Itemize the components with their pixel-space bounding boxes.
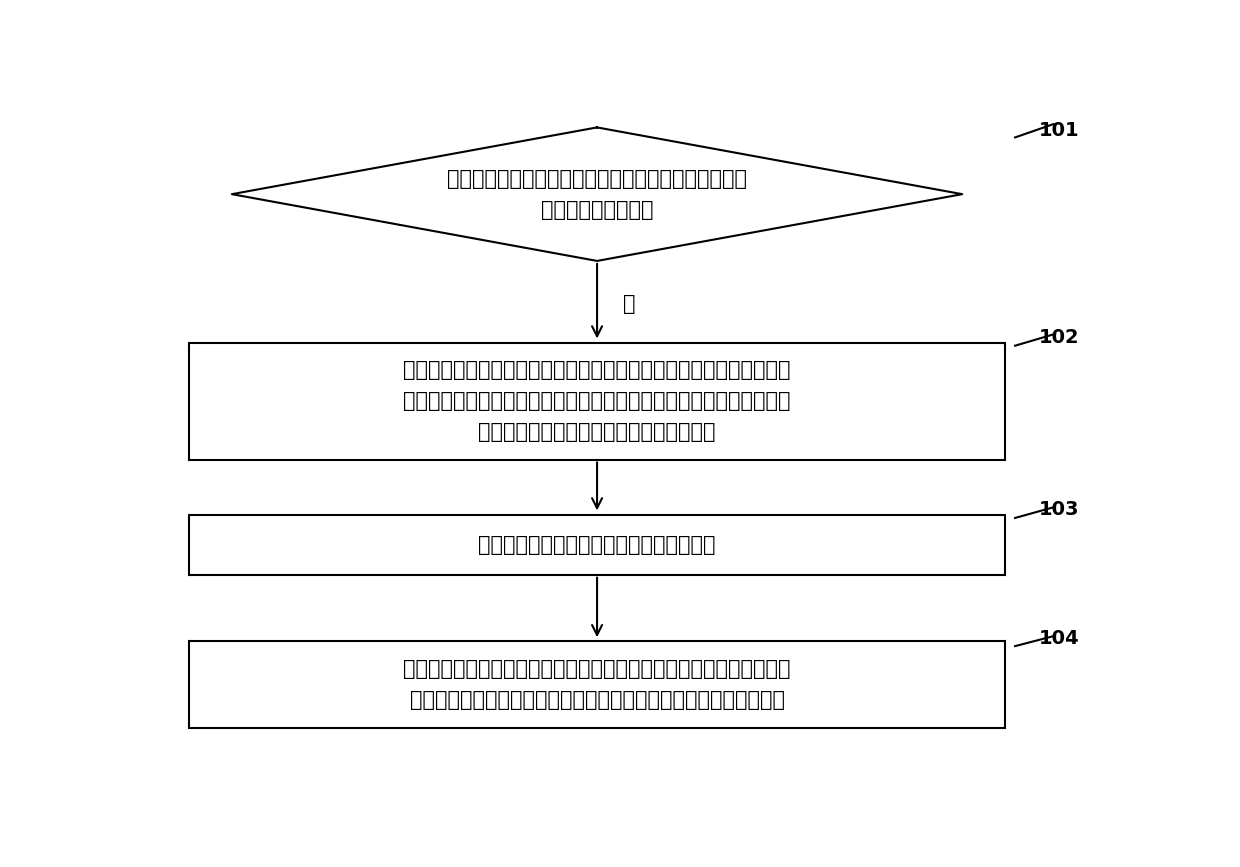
Text: 方向盘零偏标定系统将当前采样时间区间确定为当前标定时间区间，并
获取车辆处于直线行驶状态时汽车方向盘的转向角度，以作为当前标定
时间区间对应的汽车方向盘的零偏标: 方向盘零偏标定系统将当前采样时间区间确定为当前标定时间区间，并 获取车辆处于直线…	[403, 360, 791, 442]
Text: 104: 104	[1039, 629, 1080, 648]
Text: 方向盘零偏标定系统判断车辆在当前采样时间区间内是
否处于直线行驶状态: 方向盘零偏标定系统判断车辆在当前采样时间区间内是 否处于直线行驶状态	[448, 168, 746, 219]
Bar	[188, 515, 1006, 575]
Text: 103: 103	[1039, 499, 1080, 518]
Text: 方向盘零偏标定系统获取历史零偏标定结果: 方向盘零偏标定系统获取历史零偏标定结果	[479, 535, 715, 555]
Bar	[188, 642, 1006, 728]
Bar	[188, 342, 1006, 460]
Text: 102: 102	[1039, 329, 1080, 347]
Text: 101: 101	[1039, 121, 1080, 140]
Text: 是: 是	[622, 294, 636, 315]
Text: 方向盘零偏标定系统根据历史零偏标定结果和当前标定时间区间对应的
汽车方向盘的零偏标定结果，推算出汽车方向盘的实时零偏标定结果: 方向盘零偏标定系统根据历史零偏标定结果和当前标定时间区间对应的 汽车方向盘的零偏…	[403, 659, 791, 710]
